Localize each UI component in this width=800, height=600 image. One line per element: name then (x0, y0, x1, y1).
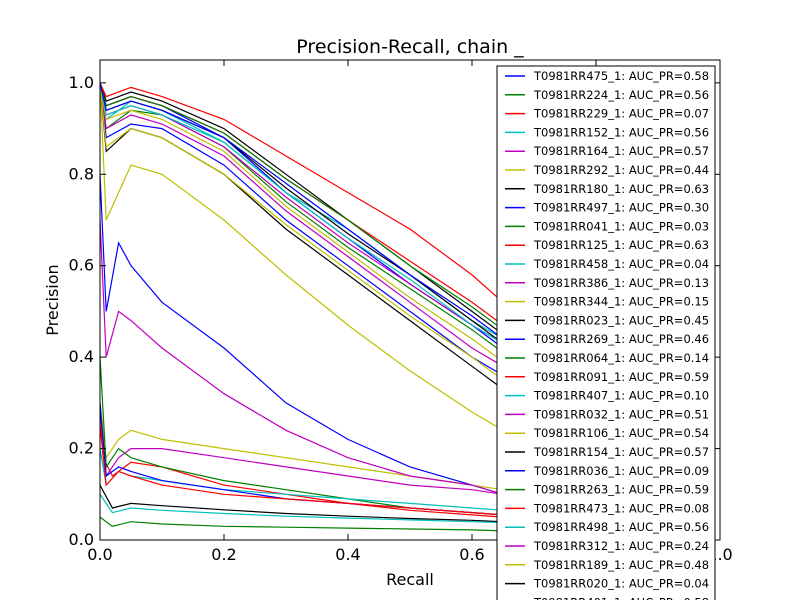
series-line-25 (100, 219, 504, 495)
y-tick-label: 0.8 (69, 164, 94, 183)
x-tick-label: 0.4 (335, 545, 360, 564)
series-line-22 (100, 82, 504, 331)
chart-title: Precision-Recall, chain _ (296, 36, 524, 58)
legend-entry: T0981RR154_1: AUC_PR=0.57 (533, 445, 709, 459)
x-axis-label: Recall (386, 570, 434, 589)
x-tick-label: 0.2 (211, 545, 236, 564)
series-line-7 (100, 174, 504, 495)
legend-entry: T0981RR312_1: AUC_PR=0.24 (533, 539, 709, 553)
legend-entry: T0981RR498_1: AUC_PR=0.56 (533, 520, 709, 534)
axes-frame (99, 59, 721, 541)
legend-entry: T0981RR064_1: AUC_PR=0.14 (533, 351, 709, 365)
legend-box (496, 65, 716, 600)
legend-entry: T0981RR106_1: AUC_PR=0.54 (533, 426, 709, 440)
series-line-2 (100, 402, 504, 518)
series-line-13 (100, 82, 504, 390)
legend-entry: T0981RR475_1: AUC_PR=0.58 (533, 69, 709, 83)
series-line-28 (100, 82, 504, 340)
x-tick-label: 0.0 (87, 545, 112, 564)
series-line-9 (100, 82, 504, 303)
y-tick-label: 1.0 (69, 73, 94, 92)
series-line-11 (100, 402, 504, 495)
series-line-10 (100, 493, 504, 524)
legend-entry: T0981RR020_1: AUC_PR=0.04 (533, 577, 709, 591)
legend-entry: T0981RR023_1: AUC_PR=0.45 (533, 313, 709, 327)
legend-entry: T0981RR164_1: AUC_PR=0.57 (533, 144, 709, 158)
legend-entry: T0981RR152_1: AUC_PR=0.56 (533, 125, 709, 139)
legend-entry: T0981RR263_1: AUC_PR=0.59 (533, 483, 709, 497)
y-tick-label: 0.6 (69, 256, 94, 275)
legend-entry: T0981RR189_1: AUC_PR=0.48 (533, 558, 709, 572)
legend-entry: T0981RR407_1: AUC_PR=0.10 (533, 389, 709, 403)
series-line-26 (100, 82, 504, 381)
series-line-6 (100, 82, 504, 335)
legend-entry: T0981RR091_1: AUC_PR=0.59 (533, 370, 709, 384)
series-line-1 (100, 82, 504, 354)
series-line-14 (100, 82, 504, 376)
legend-entry: T0981RR229_1: AUC_PR=0.07 (533, 107, 709, 121)
y-tick-label: 0.2 (69, 439, 94, 458)
series-line-27 (100, 484, 504, 523)
series-line-19 (100, 82, 504, 363)
series-line-8 (100, 516, 504, 532)
legend-entry: T0981RR041_1: AUC_PR=0.03 (533, 219, 709, 233)
series-layer (100, 82, 504, 532)
legend-entry: T0981RR473_1: AUC_PR=0.08 (533, 501, 709, 515)
legend-entry: T0981RR386_1: AUC_PR=0.13 (533, 276, 709, 290)
y-tick-label: 0.4 (69, 347, 94, 366)
ticks-layer: 0.00.20.40.60.81.00.00.20.40.60.81.0 (69, 60, 733, 564)
legend-entry: T0981RR180_1: AUC_PR=0.63 (533, 182, 709, 196)
legend-entry: T0981RR125_1: AUC_PR=0.63 (533, 238, 709, 252)
legend-entry: T0981RR032_1: AUC_PR=0.51 (533, 407, 709, 421)
legend-entry: T0981RR036_1: AUC_PR=0.09 (533, 464, 709, 478)
legend: T0981RR475_1: AUC_PR=0.58 T0981RR224_1: A… (496, 65, 716, 600)
legend-entry: T0981RR292_1: AUC_PR=0.44 (533, 163, 709, 177)
legend-entry: T0981RR497_1: AUC_PR=0.30 (533, 201, 709, 215)
series-line-23 (100, 425, 504, 516)
series-line-24 (100, 82, 504, 344)
x-tick-label: 0.6 (459, 545, 484, 564)
legend-entry: T0981RR458_1: AUC_PR=0.04 (533, 257, 709, 271)
legend-entry: T0981RR224_1: AUC_PR=0.56 (533, 88, 709, 102)
legend-entry: T0981RR344_1: AUC_PR=0.15 (533, 295, 709, 309)
series-line-5 (100, 82, 504, 431)
y-tick-label: 0.0 (69, 530, 94, 549)
series-line-18 (100, 82, 504, 367)
legend-entry: T0981RR401_1: AUC_PR=0.58 (533, 595, 709, 600)
legend-entry: T0981RR269_1: AUC_PR=0.46 (533, 332, 709, 346)
y-axis-label: Precision (43, 264, 62, 335)
